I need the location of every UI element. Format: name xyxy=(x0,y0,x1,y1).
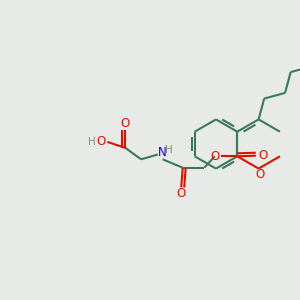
Text: O: O xyxy=(258,149,267,162)
Text: O: O xyxy=(177,187,186,200)
Text: O: O xyxy=(121,117,130,130)
Text: H: H xyxy=(165,145,173,155)
Text: O: O xyxy=(255,167,264,181)
Text: O: O xyxy=(211,150,220,163)
Text: O: O xyxy=(96,135,105,148)
Text: H: H xyxy=(88,137,96,147)
Text: N: N xyxy=(158,146,166,159)
